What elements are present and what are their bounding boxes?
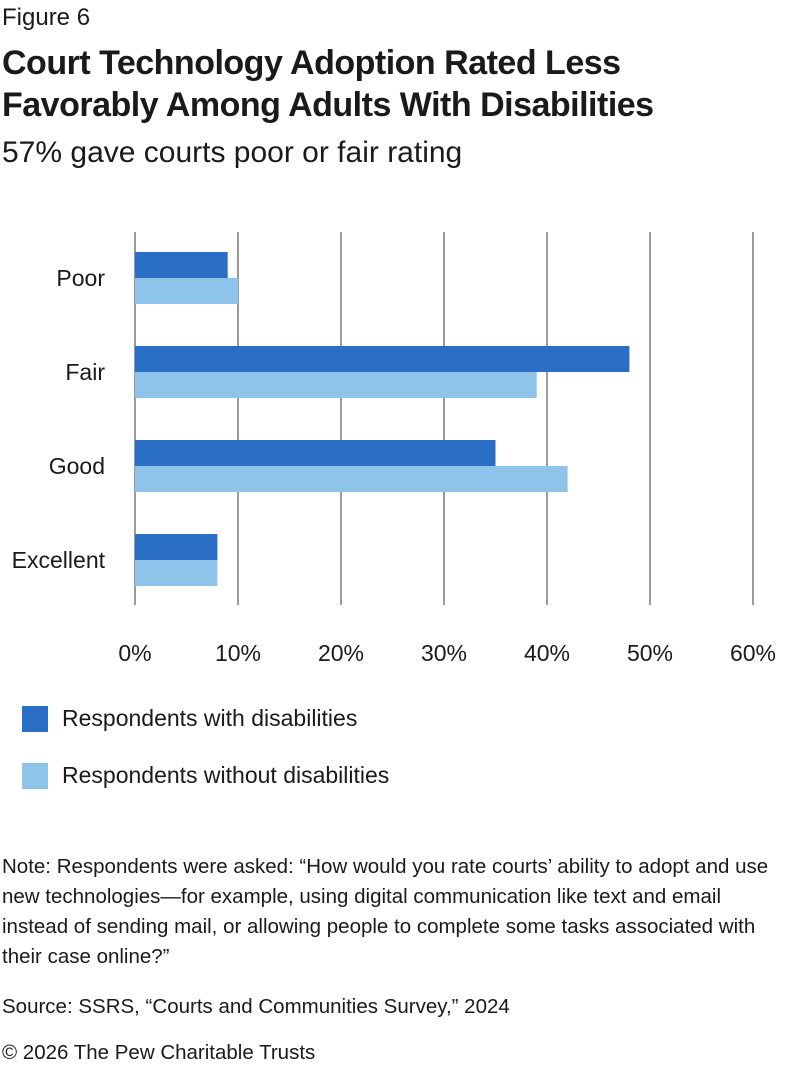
y-category-label-poor: Poor [56,265,105,291]
chart-subtitle: 57% gave courts poor or fair rating [2,136,463,169]
legend-swatch-without-disabilities [22,762,48,789]
legend-label-with-disabilities: Respondents with disabilities [62,705,358,731]
bar-chart: 0% 10% 20% 30% 40% 50% 60% Poor Fair Good Excellen… [12,232,776,666]
copyright-notice: © 2026 The Pew Charitable Trusts [2,1041,316,1064]
bar-excellent-with-disabilities [135,534,218,560]
legend-item-without-disabilities: Respondents without disabilities [22,762,389,789]
y-category-label-good: Good [49,453,105,479]
figure-label: Figure 6 [2,4,91,31]
bar-poor-with-disabilities [135,252,228,278]
bar-fair-without-disabilities [135,372,537,398]
x-tick-label-50: 50% [627,640,673,666]
x-tick-label-60: 60% [730,640,776,666]
legend-swatch-with-disabilities [22,705,48,732]
x-tick-label-40: 40% [524,640,570,666]
bar-poor-without-disabilities [135,278,238,304]
x-tick-label-10: 10% [215,640,261,666]
bar-excellent-without-disabilities [135,560,218,586]
chart-source: Source: SSRS, “Courts and Communities Su… [2,995,510,1018]
x-tick-label-20: 20% [318,640,364,666]
chart-title-line-1: Court Technology Adoption Rated Less [2,44,621,82]
y-category-label-fair: Fair [65,359,105,385]
x-tick-label-30: 30% [421,640,467,666]
bar-fair-with-disabilities [135,346,630,372]
chart-title-line-2: Favorably Among Adults With Disabilities [2,86,654,124]
legend-item-with-disabilities: Respondents with disabilities [22,705,357,732]
x-tick-label-0: 0% [118,640,151,666]
bar-good-without-disabilities [135,466,568,492]
y-category-label-excellent: Excellent [12,547,106,573]
chart-note: Note: Respondents were asked: “How would… [2,855,769,968]
bar-good-with-disabilities [135,440,496,466]
legend-label-without-disabilities: Respondents without disabilities [62,762,390,788]
chart-title: Court Technology Adoption Rated Less Fav… [2,42,782,126]
